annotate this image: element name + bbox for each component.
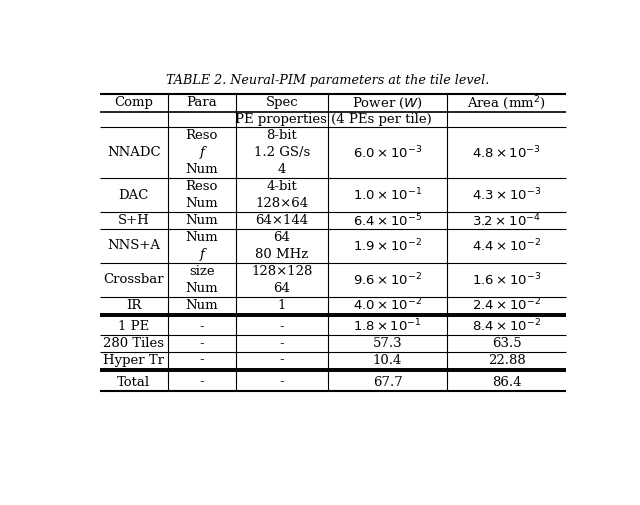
- Text: -: -: [200, 337, 204, 349]
- Text: Reso: Reso: [186, 180, 218, 193]
- Text: -: -: [280, 354, 284, 367]
- Text: $4.3\times10^{-3}$: $4.3\times10^{-3}$: [472, 187, 541, 204]
- Text: Num: Num: [186, 298, 218, 312]
- Text: NNADC: NNADC: [107, 146, 161, 160]
- Text: Num: Num: [186, 163, 218, 176]
- Text: -: -: [200, 354, 204, 367]
- Text: PE properties (4 PEs per tile): PE properties (4 PEs per tile): [235, 113, 431, 126]
- Text: Hyper Tr: Hyper Tr: [103, 354, 164, 367]
- Text: -: -: [280, 376, 284, 388]
- Text: $6.0\times10^{-3}$: $6.0\times10^{-3}$: [353, 144, 422, 161]
- Text: 22.88: 22.88: [488, 354, 525, 367]
- Text: 64×144: 64×144: [255, 214, 308, 227]
- Text: 1: 1: [278, 298, 286, 312]
- Text: 128×64: 128×64: [255, 197, 308, 210]
- Text: 1 PE: 1 PE: [118, 320, 150, 333]
- Text: Crossbar: Crossbar: [104, 273, 164, 286]
- Text: $1.0\times10^{-1}$: $1.0\times10^{-1}$: [353, 187, 422, 204]
- Text: 128×128: 128×128: [252, 265, 313, 278]
- Text: Spec: Spec: [266, 96, 298, 110]
- Text: Power ($W$): Power ($W$): [352, 95, 423, 111]
- Text: $1.9\times10^{-2}$: $1.9\times10^{-2}$: [353, 237, 422, 254]
- Text: Total: Total: [117, 376, 150, 388]
- Text: -: -: [280, 320, 284, 333]
- Text: Num: Num: [186, 197, 218, 210]
- Text: 57.3: 57.3: [372, 337, 403, 349]
- Text: Reso: Reso: [186, 129, 218, 142]
- Text: $4.0\times10^{-2}$: $4.0\times10^{-2}$: [353, 297, 422, 314]
- Text: 1.2 GS/s: 1.2 GS/s: [254, 146, 310, 160]
- Text: $3.2\times10^{-4}$: $3.2\times10^{-4}$: [472, 212, 541, 229]
- Text: 67.7: 67.7: [372, 376, 403, 388]
- Text: 63.5: 63.5: [492, 337, 522, 349]
- Text: $4.8\times10^{-3}$: $4.8\times10^{-3}$: [472, 144, 541, 161]
- Text: $6.4\times10^{-5}$: $6.4\times10^{-5}$: [353, 212, 422, 229]
- Text: Area (mm$^2$): Area (mm$^2$): [467, 94, 546, 112]
- Text: -: -: [280, 337, 284, 349]
- Text: Num: Num: [186, 231, 218, 244]
- Text: $4.4\times10^{-2}$: $4.4\times10^{-2}$: [472, 237, 541, 254]
- Text: 86.4: 86.4: [492, 376, 522, 388]
- Text: 4-bit: 4-bit: [267, 180, 298, 193]
- Text: Comp: Comp: [115, 96, 153, 110]
- Text: IR: IR: [126, 298, 141, 312]
- Text: $1.8\times10^{-1}$: $1.8\times10^{-1}$: [353, 318, 422, 334]
- Text: $1.6\times10^{-3}$: $1.6\times10^{-3}$: [472, 271, 541, 288]
- Text: f: f: [200, 248, 204, 261]
- Text: size: size: [189, 265, 214, 278]
- Text: TABLE 2. Neural-PIM parameters at the tile level.: TABLE 2. Neural-PIM parameters at the ti…: [166, 74, 490, 87]
- Text: $9.6\times10^{-2}$: $9.6\times10^{-2}$: [353, 271, 422, 288]
- Text: S+H: S+H: [118, 214, 150, 227]
- Text: f: f: [200, 146, 204, 160]
- Text: Para: Para: [186, 96, 217, 110]
- Text: -: -: [200, 376, 204, 388]
- Text: NNS+A: NNS+A: [108, 239, 161, 252]
- Text: $2.4\times10^{-2}$: $2.4\times10^{-2}$: [472, 297, 541, 314]
- Text: 64: 64: [273, 231, 291, 244]
- Text: 64: 64: [273, 282, 291, 295]
- Text: 80 MHz: 80 MHz: [255, 248, 308, 261]
- Text: 8-bit: 8-bit: [267, 129, 298, 142]
- Text: 4: 4: [278, 163, 286, 176]
- Text: DAC: DAC: [118, 189, 149, 201]
- Text: 280 Tiles: 280 Tiles: [103, 337, 164, 349]
- Text: -: -: [200, 320, 204, 333]
- Text: $8.4\times10^{-2}$: $8.4\times10^{-2}$: [472, 318, 541, 334]
- Text: Num: Num: [186, 282, 218, 295]
- Text: Num: Num: [186, 214, 218, 227]
- Text: 10.4: 10.4: [373, 354, 403, 367]
